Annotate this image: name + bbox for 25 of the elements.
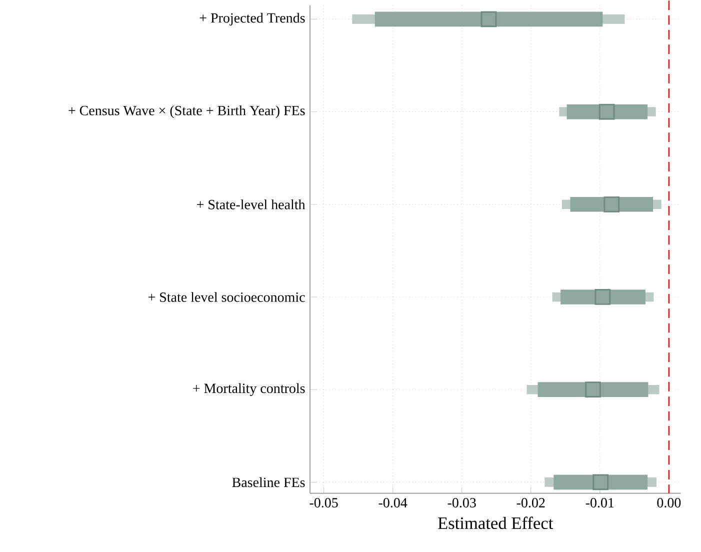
bar bbox=[560, 289, 646, 304]
x-tick-label: -0.02 bbox=[516, 498, 545, 508]
x-tick-label: -0.01 bbox=[586, 498, 614, 508]
y-tick-label: Baseline FEs bbox=[232, 477, 305, 487]
y-tick-label: + Projected Trends bbox=[200, 12, 305, 26]
point bbox=[594, 288, 611, 305]
bar bbox=[554, 474, 648, 490]
y-tick-label: + State-level health bbox=[197, 199, 306, 210]
point bbox=[598, 104, 615, 120]
x-tick-label: -0.04 bbox=[378, 498, 408, 508]
bar bbox=[570, 196, 654, 212]
bar bbox=[374, 12, 603, 26]
x-tick-label: -0.05 bbox=[310, 498, 338, 508]
point bbox=[585, 382, 601, 398]
x-tick-label: -0.03 bbox=[448, 498, 476, 508]
point bbox=[480, 11, 497, 27]
bar bbox=[566, 104, 648, 120]
bar bbox=[538, 382, 648, 397]
x-axis-title: Estimated Effect bbox=[438, 516, 554, 529]
y-tick-label: + State level socioeconomic bbox=[148, 292, 305, 302]
point bbox=[592, 474, 609, 490]
point bbox=[604, 196, 620, 212]
y-tick-label: + Mortality controls bbox=[193, 383, 305, 396]
y-tick-label: + Census Wave × (State + Birth Year) FEs bbox=[68, 105, 305, 118]
x-tick-label: 0.00 bbox=[657, 498, 681, 508]
